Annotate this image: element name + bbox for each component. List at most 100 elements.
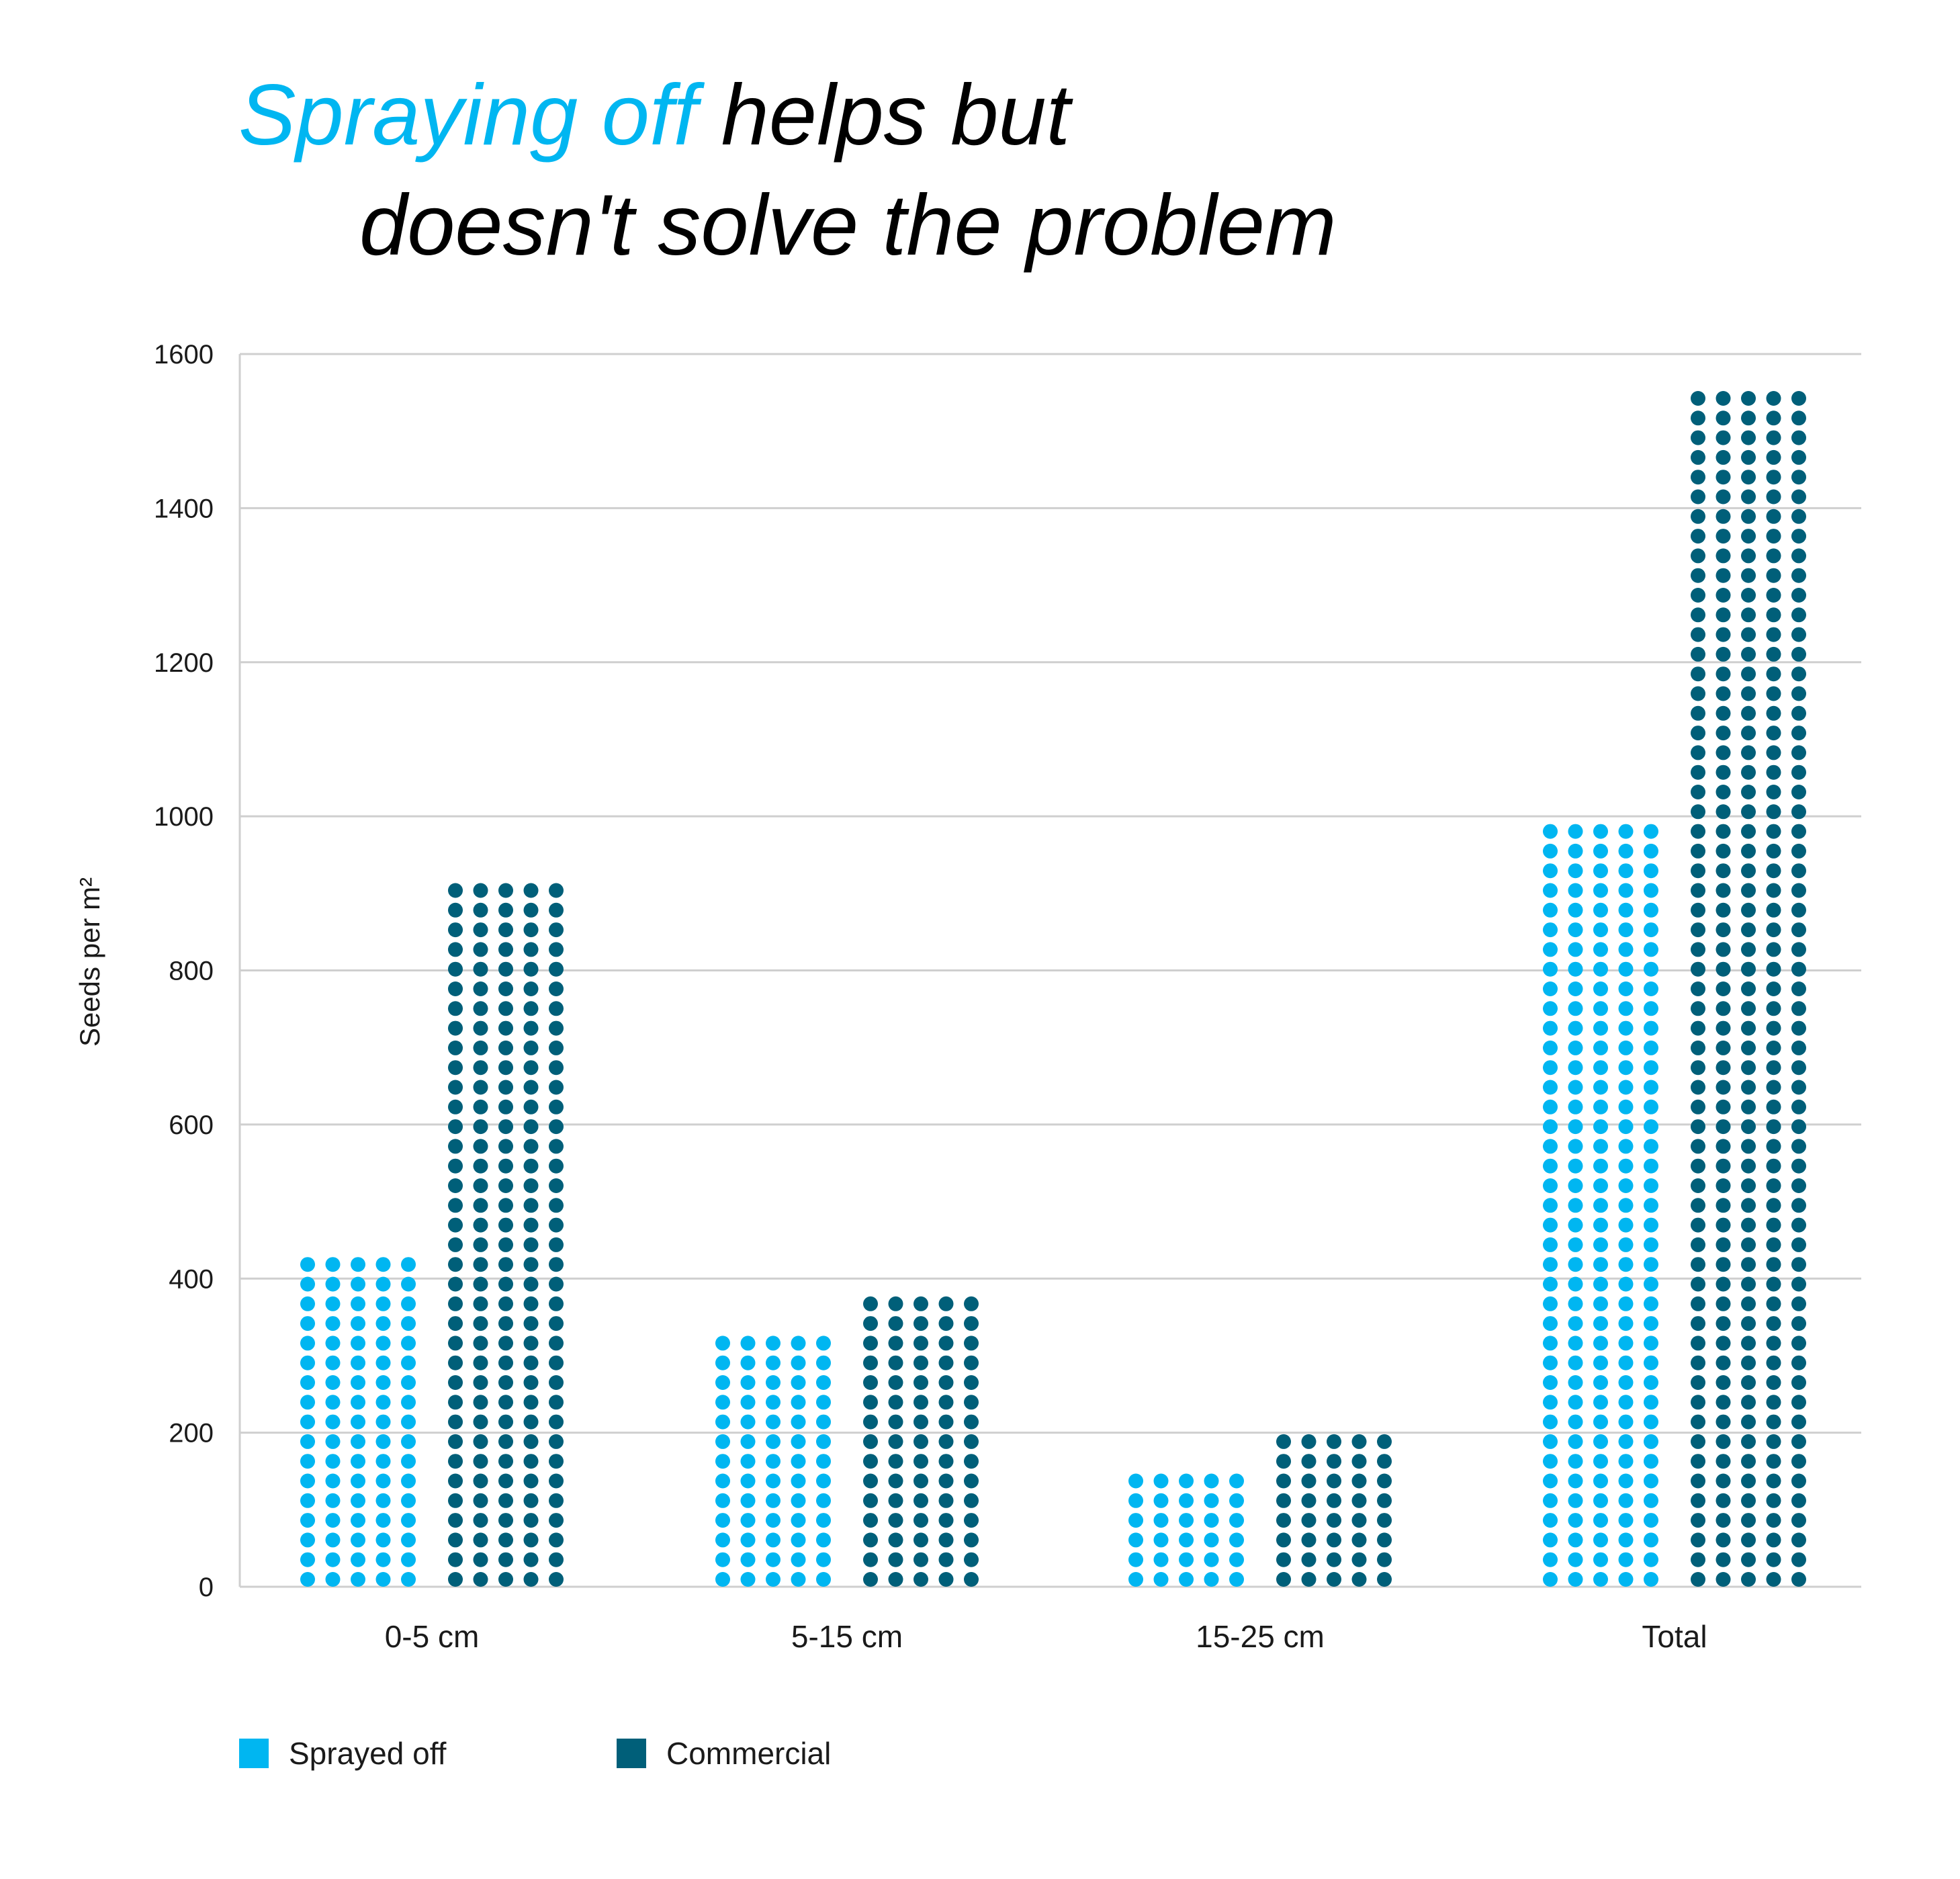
bar-dot (1618, 824, 1634, 839)
bar-dot (1791, 1493, 1806, 1508)
bar-dot (1791, 902, 1806, 918)
bar-dot (375, 1572, 391, 1587)
bar-dot (401, 1414, 416, 1430)
bar-dot (1766, 1139, 1781, 1154)
bar-dot (863, 1375, 878, 1390)
bar-dot (1766, 1158, 1781, 1174)
bar-dot (1716, 1080, 1731, 1095)
bar-dot (1644, 902, 1658, 918)
bar-dot (351, 1552, 365, 1567)
bar-dot (1766, 666, 1781, 682)
bar-dot (1691, 1217, 1705, 1233)
bar-dot (1204, 1473, 1219, 1489)
bar-dot (1741, 568, 1756, 583)
bar-dot (448, 1473, 463, 1489)
bar-dot (766, 1513, 781, 1528)
bar-dot (1791, 1020, 1806, 1036)
bar-dot (791, 1532, 806, 1548)
bar-dot (1644, 1454, 1658, 1469)
bar-dot (1593, 1040, 1608, 1055)
bar-dot (448, 1375, 463, 1390)
bar-dot (1543, 1493, 1558, 1508)
bar-dot (473, 1060, 488, 1076)
bar-dot (1741, 1080, 1756, 1095)
bar-dot (1691, 646, 1705, 662)
bar-dot (1618, 1414, 1634, 1430)
bar-dot (1593, 1099, 1608, 1115)
bar-dot (448, 1316, 463, 1331)
bar-dot (914, 1552, 928, 1567)
bar-dot (523, 1119, 539, 1135)
bar-dot (1644, 1217, 1658, 1233)
bar-dot (498, 1060, 513, 1076)
bar-dot (1716, 1119, 1731, 1135)
bar-dot (1644, 1552, 1658, 1567)
bar-dot (1716, 1198, 1731, 1213)
bar-dot (1543, 1020, 1558, 1036)
bar-dot (351, 1276, 365, 1292)
bar-dot (1179, 1493, 1194, 1508)
bar-dot (1568, 1276, 1583, 1292)
bar-dot (1568, 1060, 1583, 1076)
bar-dot (1618, 1552, 1634, 1567)
bar-dot (1741, 410, 1756, 426)
bar-dot (1766, 548, 1781, 564)
bar-dot (448, 1178, 463, 1193)
bar-dot (1644, 942, 1658, 957)
bar-dot (1593, 961, 1608, 977)
bar-dot (1543, 1099, 1558, 1115)
bar-dot (888, 1493, 903, 1508)
bar-dot (1618, 1060, 1634, 1076)
bar-dot (1741, 1119, 1756, 1135)
bar-dot (1153, 1572, 1169, 1587)
bar-dot (964, 1473, 979, 1489)
bar-dot (1128, 1572, 1143, 1587)
bar-dot (473, 1040, 488, 1055)
bar-dot (1741, 627, 1756, 642)
bar-dot (1618, 1513, 1634, 1528)
bar-dot (1716, 607, 1731, 623)
bar-dot (549, 1099, 564, 1115)
bar-dot (1791, 863, 1806, 879)
bar-dot (1229, 1532, 1244, 1548)
bar-dot (1791, 824, 1806, 839)
bar-dot (375, 1336, 391, 1351)
bar-dot (1741, 1493, 1756, 1508)
bar-dot (1791, 1237, 1806, 1252)
bar-dot (300, 1375, 315, 1390)
bar-dot (914, 1434, 928, 1449)
bar-dot (938, 1414, 954, 1430)
legend-label-commercial: Commercial (666, 1736, 832, 1771)
bar-dot (1691, 1454, 1705, 1469)
bar-dot (1593, 942, 1608, 957)
bar-dot (1716, 942, 1731, 957)
bar-dot (473, 1257, 488, 1272)
bar-dot (448, 1395, 463, 1410)
bar-dot (473, 1336, 488, 1351)
bar-dot (863, 1414, 878, 1430)
bar-dot (1716, 1257, 1731, 1272)
bar-dot (549, 1257, 564, 1272)
bar-dot (1229, 1493, 1244, 1508)
bar-dot (1766, 745, 1781, 760)
bar-dot (964, 1454, 979, 1469)
legend-item-sprayed-off: Sprayed off (239, 1727, 446, 1780)
bar-dot (1716, 1217, 1731, 1233)
bar-dot (1691, 1198, 1705, 1213)
bar-dot (1766, 1336, 1781, 1351)
bar-dot (1716, 646, 1731, 662)
bar-dot (766, 1552, 781, 1567)
bar-dot (1644, 1276, 1658, 1292)
bar-dot (1791, 391, 1806, 406)
bar-dot (498, 1020, 513, 1036)
bar-dot (1543, 1395, 1558, 1410)
bar-dot (1766, 726, 1781, 741)
bar-dot (964, 1296, 979, 1311)
bar-dot (448, 961, 463, 977)
bar-dot (1568, 902, 1583, 918)
x-category-label: Total (1642, 1619, 1707, 1654)
bar-dot (1543, 1513, 1558, 1528)
bar-dot (938, 1532, 954, 1548)
bar-dot (740, 1395, 756, 1410)
bar-dot (1543, 902, 1558, 918)
